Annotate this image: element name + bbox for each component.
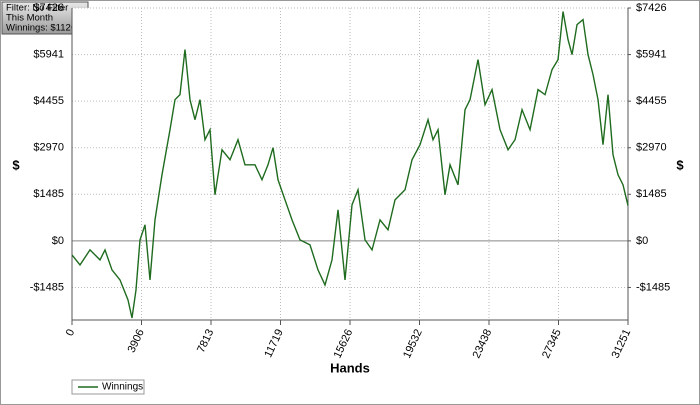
y-axis-title: $ [12, 157, 20, 172]
info-period: This Month [6, 13, 53, 24]
y-tick-label: $2970 [33, 142, 64, 154]
legend-label: Winnings [102, 382, 143, 393]
y2-tick-label: $5941 [636, 48, 667, 60]
y-tick-label: $4455 [33, 95, 64, 107]
y2-tick-label: -$1485 [636, 281, 670, 293]
x-tick-label: 0 [64, 327, 77, 338]
y-tick-label: $1485 [33, 188, 64, 200]
y2-tick-label: $2970 [636, 142, 667, 154]
y2-tick-label: $1485 [636, 188, 667, 200]
y2-tick-label: $7426 [636, 2, 667, 14]
y-tick-label: $0 [52, 235, 64, 247]
y2-tick-label: $4455 [636, 95, 667, 107]
series-line [71, 11, 629, 319]
legend [71, 379, 145, 395]
x-axis-title: Hands [330, 360, 370, 375]
info-filter: Filter: No Filter [6, 3, 68, 14]
info-winnings: Winnings: $1126.27 [6, 23, 89, 34]
y2-axis-title: $ [676, 157, 684, 172]
y2-tick-label: $0 [636, 235, 648, 247]
y-tick-label: -$1485 [30, 281, 64, 293]
y-tick-label: $5941 [33, 48, 64, 60]
y-tick-label: $7426 [33, 2, 64, 14]
